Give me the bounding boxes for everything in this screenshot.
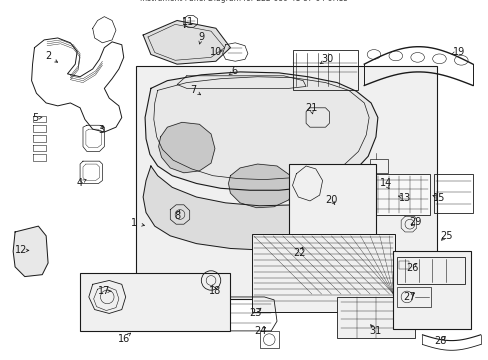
Text: Instrument Panel Diagram for 222-680-41-87-64-9H15: Instrument Panel Diagram for 222-680-41-… [140, 0, 348, 3]
Text: 25: 25 [440, 231, 452, 241]
Text: 3: 3 [98, 125, 104, 135]
Polygon shape [158, 122, 214, 173]
Text: 14: 14 [379, 179, 391, 189]
Text: 5: 5 [32, 113, 39, 123]
Polygon shape [13, 226, 48, 276]
Text: 24: 24 [254, 326, 266, 336]
Text: 13: 13 [398, 193, 410, 203]
Text: 30: 30 [321, 54, 333, 64]
Bar [433, 174, 472, 212]
Polygon shape [143, 21, 230, 64]
Polygon shape [228, 164, 294, 208]
Text: 19: 19 [452, 46, 465, 57]
Text: 8: 8 [174, 211, 180, 221]
Text: 27: 27 [403, 292, 415, 302]
Bar [398, 261, 408, 269]
Bar [288, 164, 375, 242]
Text: 11: 11 [181, 17, 193, 27]
Polygon shape [143, 166, 375, 251]
Text: 7: 7 [190, 85, 196, 95]
Text: 20: 20 [325, 195, 337, 205]
Text: 22: 22 [292, 248, 305, 258]
Text: 31: 31 [369, 326, 381, 336]
Text: 4: 4 [77, 179, 83, 189]
Text: 16: 16 [118, 334, 130, 344]
Text: 17: 17 [98, 286, 110, 296]
Bar [292, 50, 358, 90]
Text: 26: 26 [406, 263, 418, 273]
Bar [396, 287, 430, 307]
Polygon shape [145, 72, 377, 190]
Text: 6: 6 [231, 66, 237, 76]
Text: 21: 21 [304, 103, 317, 113]
Text: 15: 15 [432, 193, 444, 203]
Text: 23: 23 [249, 309, 261, 319]
Bar [251, 234, 394, 311]
Text: 2: 2 [45, 51, 51, 62]
Bar [336, 297, 414, 338]
Text: 12: 12 [15, 246, 27, 255]
Bar [259, 331, 278, 348]
Text: 1: 1 [131, 218, 137, 228]
Bar [392, 251, 470, 329]
Bar [396, 257, 464, 284]
Text: 9: 9 [198, 32, 204, 42]
Text: 18: 18 [208, 286, 221, 296]
Bar [136, 66, 436, 299]
Text: 29: 29 [408, 217, 421, 227]
Bar [369, 159, 387, 173]
Bar [80, 273, 230, 331]
Bar [371, 174, 429, 215]
Text: 10: 10 [209, 46, 222, 57]
Text: 28: 28 [434, 336, 446, 346]
